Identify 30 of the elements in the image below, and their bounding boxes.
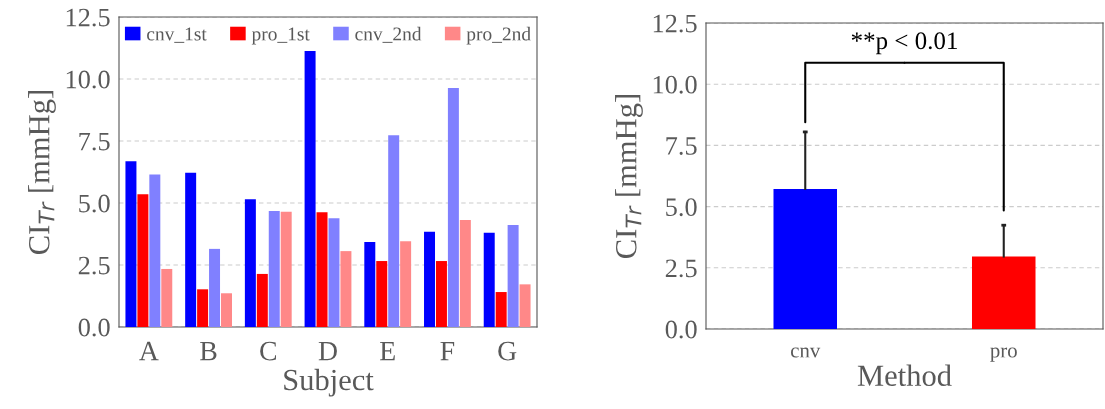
x-axis-title: Method: [857, 364, 952, 387]
x-tick-label: E: [380, 341, 395, 361]
legend-label: pro_2nd: [466, 26, 531, 45]
y-tick-label: 0.0: [78, 318, 110, 337]
y-tick-label: 10.0: [653, 75, 697, 94]
y-tick-label: 12.5: [66, 8, 110, 27]
annotation: **p < 0.01: [851, 32, 957, 55]
x-tick-label: cnv: [791, 347, 821, 358]
y-tick-label: 7.5: [79, 132, 110, 151]
y-tick-label: 7.5: [666, 137, 697, 155]
x-tick-label: pro: [990, 347, 1017, 362]
x-tick-label: D: [318, 341, 337, 361]
y-tick-label: 5.0: [79, 194, 110, 213]
y-axis-title: CI$_{Tr}$ [mmHg]: [615, 95, 643, 259]
y-tick-label: 12.5: [653, 14, 697, 33]
y-tick-label: 5.0: [666, 198, 697, 217]
legend-label: cnv_2nd: [355, 26, 422, 43]
x-tick-label: B: [200, 341, 217, 361]
x-tick-label: C: [260, 341, 277, 361]
y-tick-label: 2.5: [665, 259, 697, 278]
x-tick-label: A: [139, 341, 159, 361]
y-tick-label: 10.0: [66, 70, 110, 89]
y-tick-label: 0.0: [665, 320, 697, 339]
x-tick-label: F: [440, 341, 455, 361]
legend-label: pro_1st: [251, 27, 310, 45]
x-axis-title: Subject: [284, 368, 374, 397]
legend-label: cnv_1st: [147, 27, 207, 43]
x-tick-label: G: [498, 341, 517, 361]
y-tick-label: 2.5: [78, 256, 110, 275]
y-axis-title: CI$_{Tr}$ [mmHg]: [28, 91, 56, 255]
